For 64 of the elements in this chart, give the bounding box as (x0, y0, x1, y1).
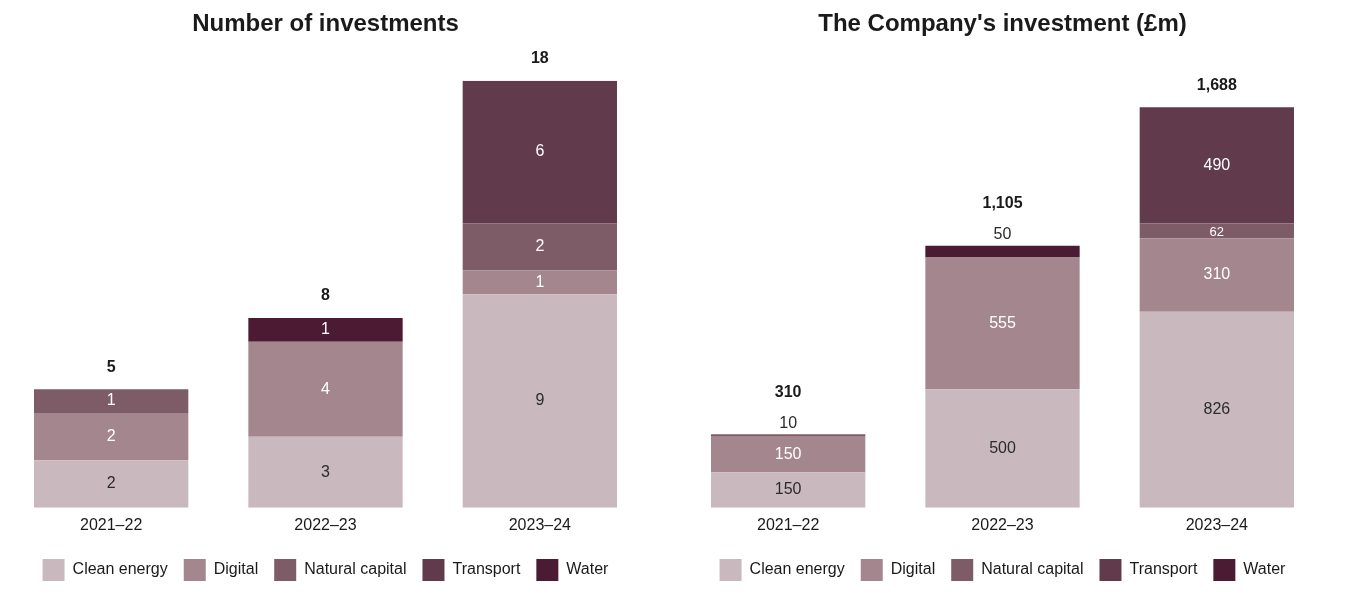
x-tick-label: 2022–23 (971, 515, 1034, 533)
bar (248, 318, 403, 342)
legend-label: Water (566, 560, 610, 578)
data-label: 2 (535, 237, 545, 255)
total-label: 8 (321, 286, 331, 304)
x-tick-label: 2023–24 (1185, 515, 1249, 533)
data-label: 2 (106, 427, 116, 445)
total-label: 1,688 (1196, 75, 1237, 93)
bar (462, 223, 617, 271)
total-label: 310 (774, 382, 802, 400)
legend-label: Clean energy (72, 560, 168, 578)
bar (248, 436, 403, 508)
bar (462, 294, 617, 508)
total-label: 18 (530, 49, 549, 67)
bar (34, 412, 189, 461)
bar (711, 436, 866, 473)
bar (711, 434, 866, 437)
legend-label: Digital (890, 560, 936, 578)
data-label: 3 (321, 462, 331, 480)
bar (248, 341, 403, 437)
data-label: 2 (106, 474, 116, 492)
data-label: 9 (535, 391, 545, 409)
bar (1139, 311, 1294, 508)
data-label: 4 (321, 379, 331, 397)
data-label: 6 (535, 142, 545, 160)
x-tick-label: 2021–22 (757, 515, 820, 533)
legend-label: Transport (452, 560, 521, 578)
bar (925, 257, 1080, 390)
data-label: 62 (1209, 223, 1225, 239)
data-label: 1 (535, 272, 545, 290)
legend-label: Natural capital (981, 560, 1084, 578)
bar (1139, 223, 1294, 239)
chart-title: Number of investments (192, 9, 459, 37)
data-label: 1 (106, 391, 116, 409)
data-label: 310 (1203, 265, 1231, 283)
total-label: 5 (106, 357, 116, 375)
bar (1139, 238, 1294, 312)
data-label: 555 (989, 313, 1016, 331)
chart-title: The Company's investment (£m) (818, 9, 1187, 37)
data-label: 150 (774, 480, 802, 498)
legend-label: Transport (1129, 560, 1198, 578)
data-label: 50 (993, 225, 1012, 243)
legend-label: Natural capital (304, 560, 407, 578)
bar (34, 389, 189, 413)
bar (1139, 107, 1294, 224)
x-tick-label: 2022–23 (294, 515, 357, 533)
data-label: 500 (989, 438, 1016, 456)
bar (925, 389, 1080, 508)
bar (711, 472, 866, 508)
bar (462, 270, 617, 295)
total-label: 1,105 (982, 194, 1023, 212)
bar (925, 245, 1080, 258)
data-label: 490 (1203, 155, 1231, 173)
x-tick-label: 2021–22 (80, 515, 143, 533)
bar (34, 460, 189, 508)
data-label: 1 (321, 320, 331, 338)
bar (462, 80, 617, 224)
legend-label: Water (1243, 560, 1287, 578)
legend-label: Digital (213, 560, 259, 578)
data-label: 10 (779, 413, 798, 431)
data-label: 826 (1203, 400, 1231, 418)
x-tick-label: 2023–24 (508, 515, 572, 533)
data-label: 150 (774, 444, 802, 462)
legend-label: Clean energy (749, 560, 845, 578)
